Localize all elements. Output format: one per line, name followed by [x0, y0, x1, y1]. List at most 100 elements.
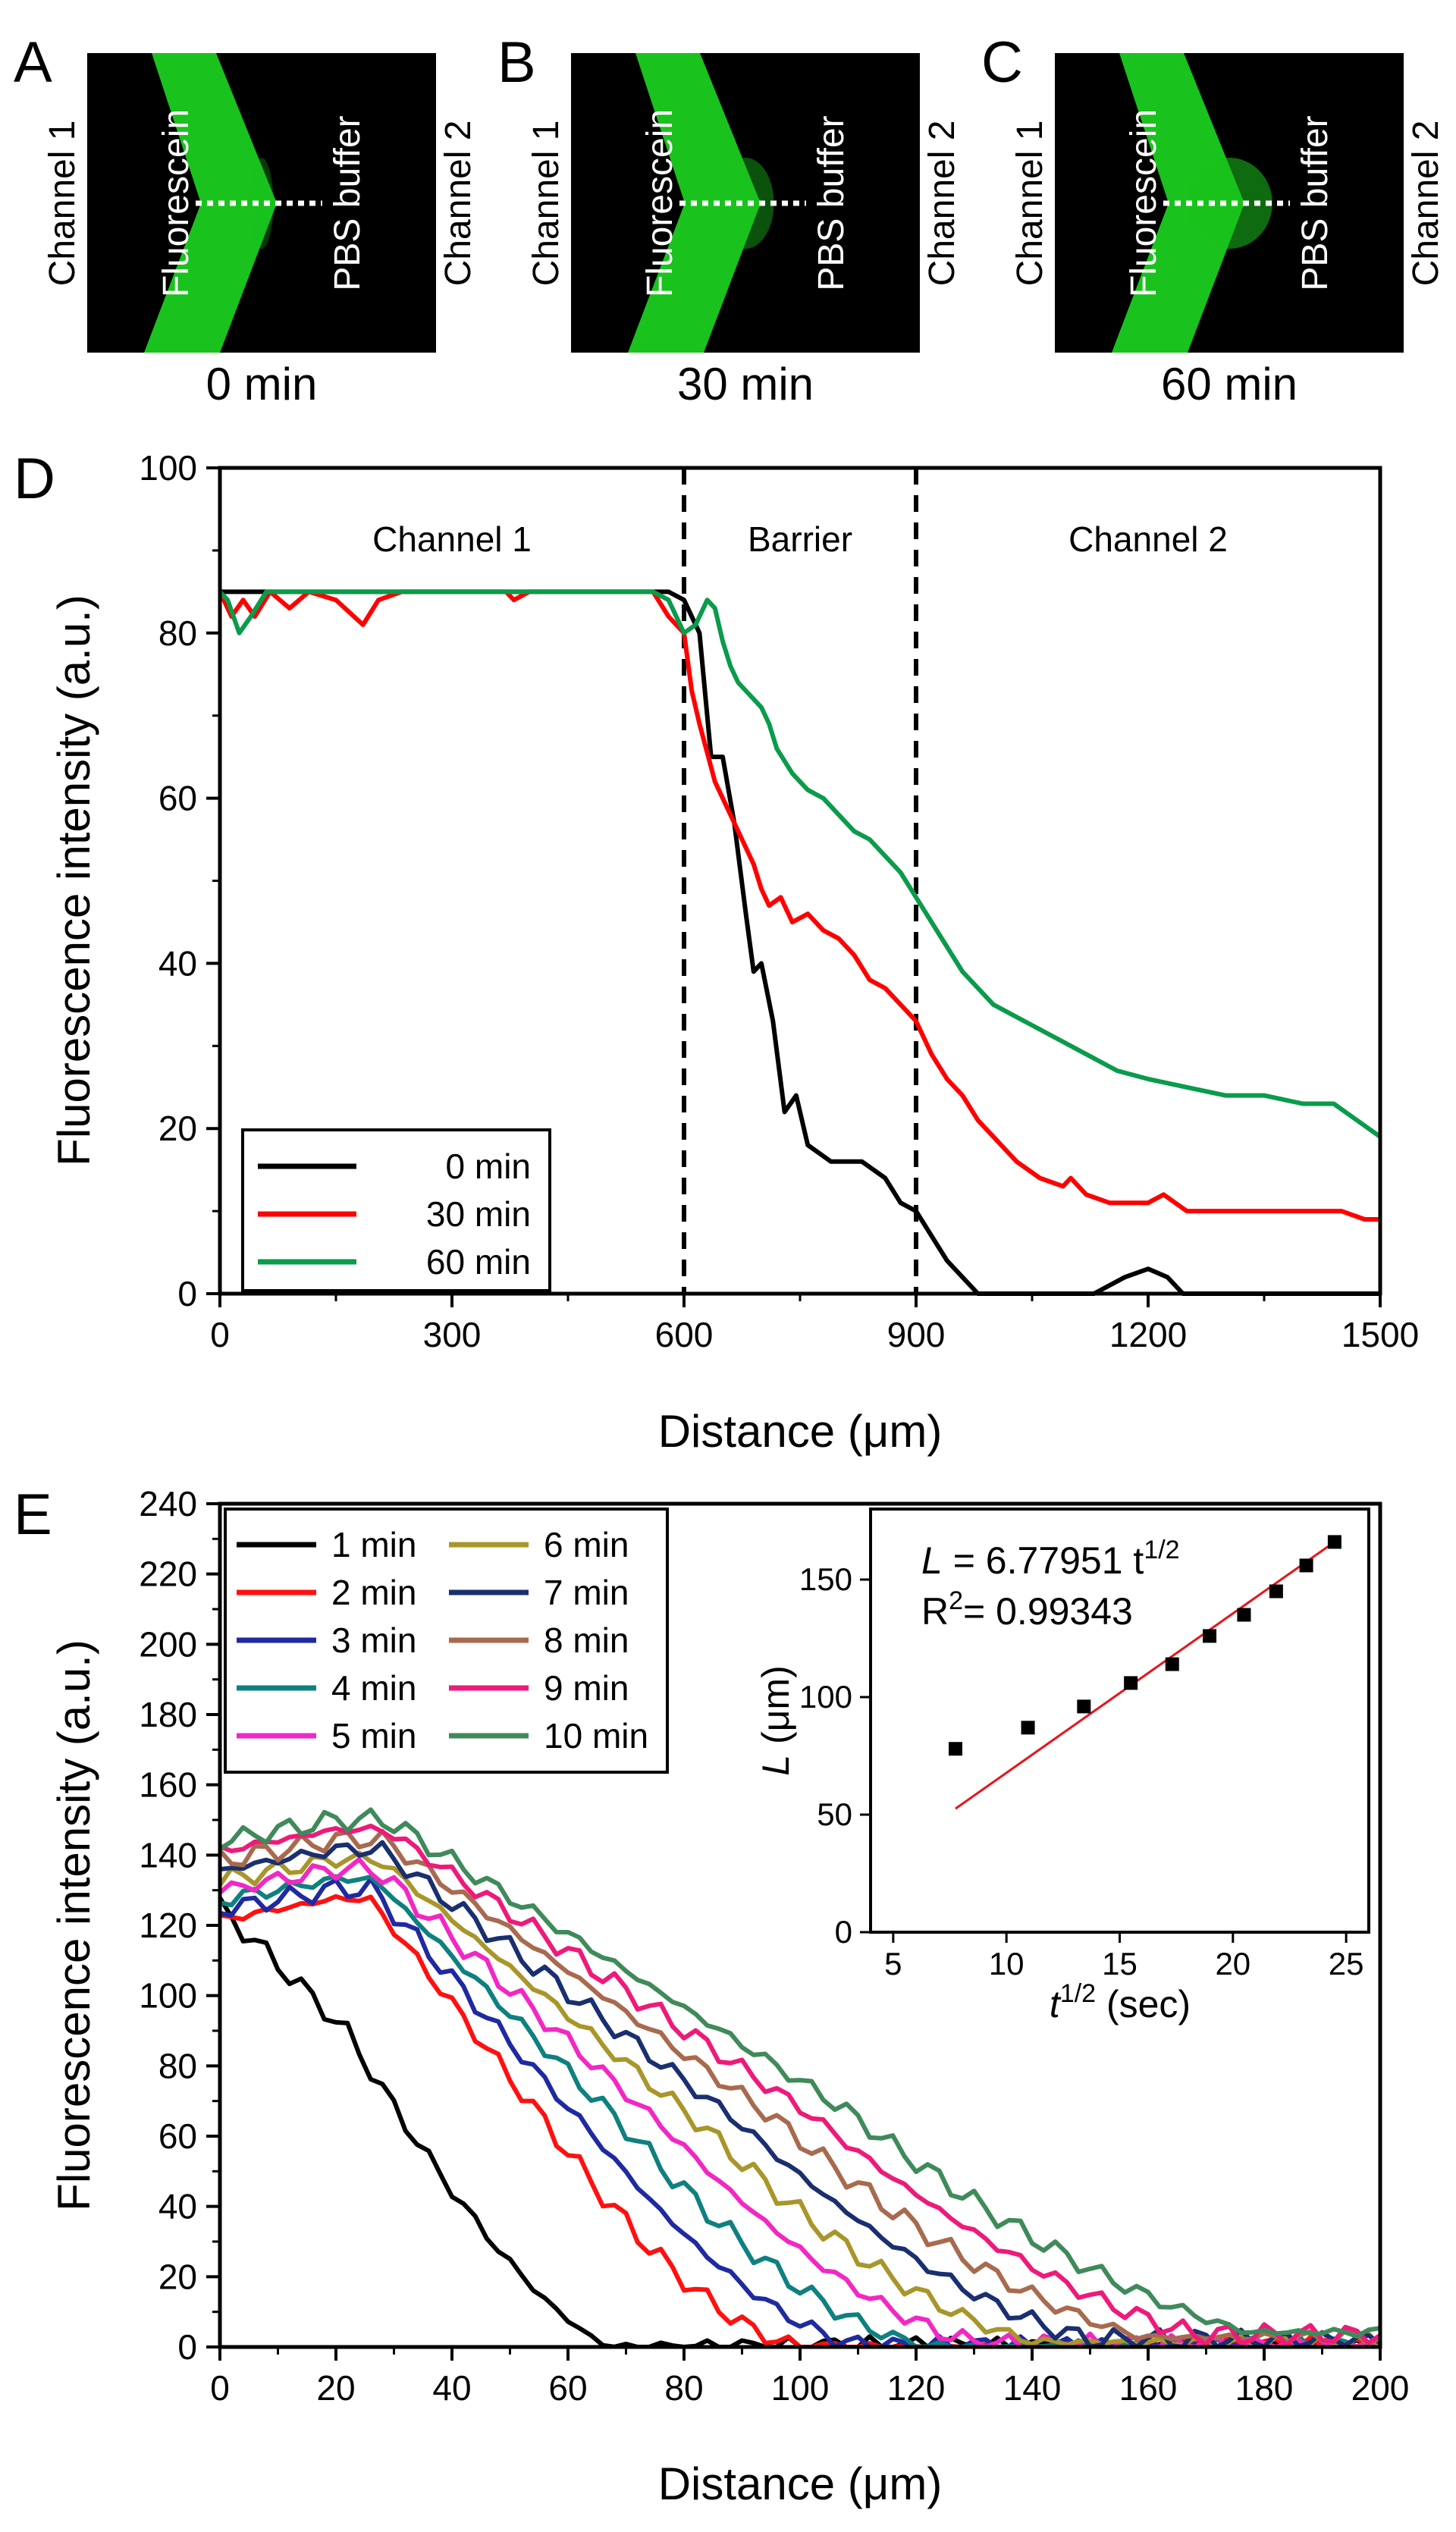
fluorescein-label-c: Fluorescein: [1124, 109, 1164, 297]
diffusion-glow-c: [1186, 158, 1272, 249]
micrograph-panel-b: B Fluorescein PBS buffer Channel 1 Chann…: [497, 30, 962, 409]
inset-equation: L = 6.77951 t1/2: [921, 1536, 1180, 1582]
d-legend-label-1: 30 min: [426, 1194, 531, 1234]
d-ytick-label-5: 100: [139, 448, 197, 488]
inset-ylabel: L (μm): [755, 1665, 797, 1775]
inset-point-2: [1077, 1699, 1091, 1714]
panel-e-xlabel: Distance (μm): [658, 2458, 943, 2509]
chart-panel-d: D 0 300 600 900 1200 1500 0 20 40 60 80 100 Channel…: [14, 447, 1419, 1457]
time-label-b: 30 min: [677, 359, 814, 409]
inset-point-3: [1124, 1676, 1138, 1690]
inset-xlabel-sup: 1/2: [1060, 1979, 1096, 2008]
channel2-label-a: Channel 2: [438, 121, 479, 287]
panel-label-b: B: [497, 30, 536, 95]
inset-ytick-label-2: 100: [799, 1679, 852, 1715]
inset-equation-lhs: L: [921, 1539, 943, 1582]
e-ytick-label-8: 160: [139, 1765, 197, 1805]
e-legend-label-4: 5 min: [331, 1716, 416, 1755]
e-ytick-label-2: 40: [158, 2187, 197, 2226]
panel-label-e: E: [14, 1482, 52, 1547]
e-xtick-label-9: 180: [1235, 2368, 1294, 2408]
diffusion-glow-a: [249, 158, 274, 249]
inset-r-value: = 0.99343: [963, 1590, 1133, 1633]
channel1-label-c: Channel 1: [1010, 121, 1050, 287]
panel-e-frame: [218, 1501, 1382, 2349]
d-xtick-label-0: 0: [210, 1315, 230, 1354]
inset-xtick-label-3: 20: [1215, 1946, 1250, 1981]
e-ytick-label-1: 20: [158, 2257, 197, 2296]
e-series-line-7-min: [220, 1840, 1380, 2347]
e-series-line-10-min: [220, 1807, 1380, 2339]
inset-frame: [869, 1508, 1370, 1934]
inset-r-squared: R2= 0.99343: [921, 1586, 1133, 1633]
panel-d-xlabel: Distance (μm): [658, 1406, 943, 1457]
fluorescein-label-a: Fluorescein: [156, 109, 196, 297]
panel-d-frame: [218, 466, 1382, 1296]
e-xtick-label-6: 120: [887, 2368, 946, 2408]
channel1-label-b: Channel 1: [526, 121, 566, 287]
chart-panel-e: E 0 20 40 60 80 100 120 140 160 180 20002040608010…: [14, 1482, 1409, 2509]
e-legend-label-3: 4 min: [331, 1668, 416, 1708]
d-xtick-label-2: 600: [655, 1315, 714, 1354]
inset-background: [758, 1520, 1365, 2044]
d-xtick-label-1: 300: [423, 1315, 482, 1354]
d-xtick-label-5: 1500: [1341, 1315, 1419, 1354]
e-xtick-label-2: 40: [432, 2368, 471, 2408]
d-series-line-30-min: [220, 589, 1380, 1222]
panel-e-legend: 1 min 2 min 3 min 4 min 5 min 6 min 7 min 8 min…: [224, 1508, 669, 1774]
inset-point-4: [1165, 1657, 1179, 1671]
d-ytick-label-3: 60: [158, 779, 197, 818]
channel1-label-a: Channel 1: [42, 121, 83, 287]
inset-r-sup: 2: [949, 1586, 963, 1615]
panel-d-ticks: 0 300 600 900 1200 1500 0 20 40 60 80 100: [139, 448, 1419, 1354]
e-ytick-label-9: 180: [139, 1695, 197, 1734]
diffusion-glow-b: [717, 158, 774, 249]
e-ytick-label-4: 80: [158, 2046, 197, 2085]
micrograph-panel-a: A Fluorescein PBS buffer Channel 1 Chann…: [14, 30, 479, 409]
inset-marks: [948, 1535, 1341, 1810]
inset-xtick-label-1: 10: [989, 1946, 1025, 1981]
panel-d-region-labels: Channel 1 Barrier Channel 2: [372, 519, 1228, 559]
e-ytick-label-6: 120: [139, 1906, 197, 1945]
inset-ylabel-unit: (μm): [755, 1665, 797, 1755]
e-ytick-label-5: 100: [139, 1976, 197, 2016]
inset-xlabel-unit: (sec): [1096, 1983, 1191, 2025]
e-xtick-label-7: 140: [1003, 2368, 1062, 2408]
d-series-line-60-min: [220, 589, 1380, 1139]
e-ytick-label-12: 240: [139, 1484, 197, 1523]
e-series-line-4-min: [220, 1874, 1380, 2347]
e-legend-label-9: 10 min: [544, 1716, 648, 1755]
d-ytick-label-0: 0: [177, 1274, 197, 1313]
e-legend-label-5: 6 min: [544, 1525, 629, 1564]
e-xtick-label-1: 20: [316, 2368, 355, 2408]
inset-ytick-label-0: 0: [835, 1914, 852, 1950]
buffer-label-b: PBS buffer: [811, 115, 852, 290]
inset-ytick-label-3: 150: [799, 1561, 852, 1597]
e-series-line-8-min: [220, 1828, 1380, 2347]
inset-point-1: [1021, 1721, 1035, 1735]
inset-ticks: 5 10 15 20 25 0 50 100 150: [799, 1561, 1364, 1981]
inset-point-5: [1203, 1629, 1217, 1643]
d-ytick-label-4: 80: [158, 613, 197, 653]
d-region-label-2: Channel 2: [1068, 519, 1228, 559]
panel-label-d: D: [14, 447, 55, 511]
inset-point-7: [1269, 1584, 1283, 1599]
e-xtick-label-3: 60: [548, 2368, 587, 2408]
e-ytick-label-7: 140: [139, 1835, 197, 1875]
inset-equation-sup: 1/2: [1144, 1536, 1179, 1564]
d-ytick-label-2: 40: [158, 943, 197, 983]
panel-d-series: [220, 589, 1380, 1296]
time-label-c: 60 min: [1161, 359, 1298, 409]
e-xtick-label-0: 0: [210, 2368, 230, 2408]
inset-point-9: [1327, 1535, 1341, 1549]
inset-xtick-label-2: 15: [1102, 1946, 1138, 1981]
d-xtick-label-4: 1200: [1109, 1315, 1187, 1354]
fluorescein-label-b: Fluorescein: [640, 109, 680, 297]
e-ytick-label-3: 60: [158, 2116, 197, 2156]
panel-e-ylabel: Fluorescence intensity (a.u.): [49, 1639, 99, 2211]
panel-d-legend: 0 min 30 min 60 min: [241, 1128, 551, 1292]
d-legend-label-0: 0 min: [446, 1147, 531, 1186]
inset-ytick-label-1: 50: [817, 1796, 852, 1832]
channel2-label-b: Channel 2: [922, 121, 962, 287]
